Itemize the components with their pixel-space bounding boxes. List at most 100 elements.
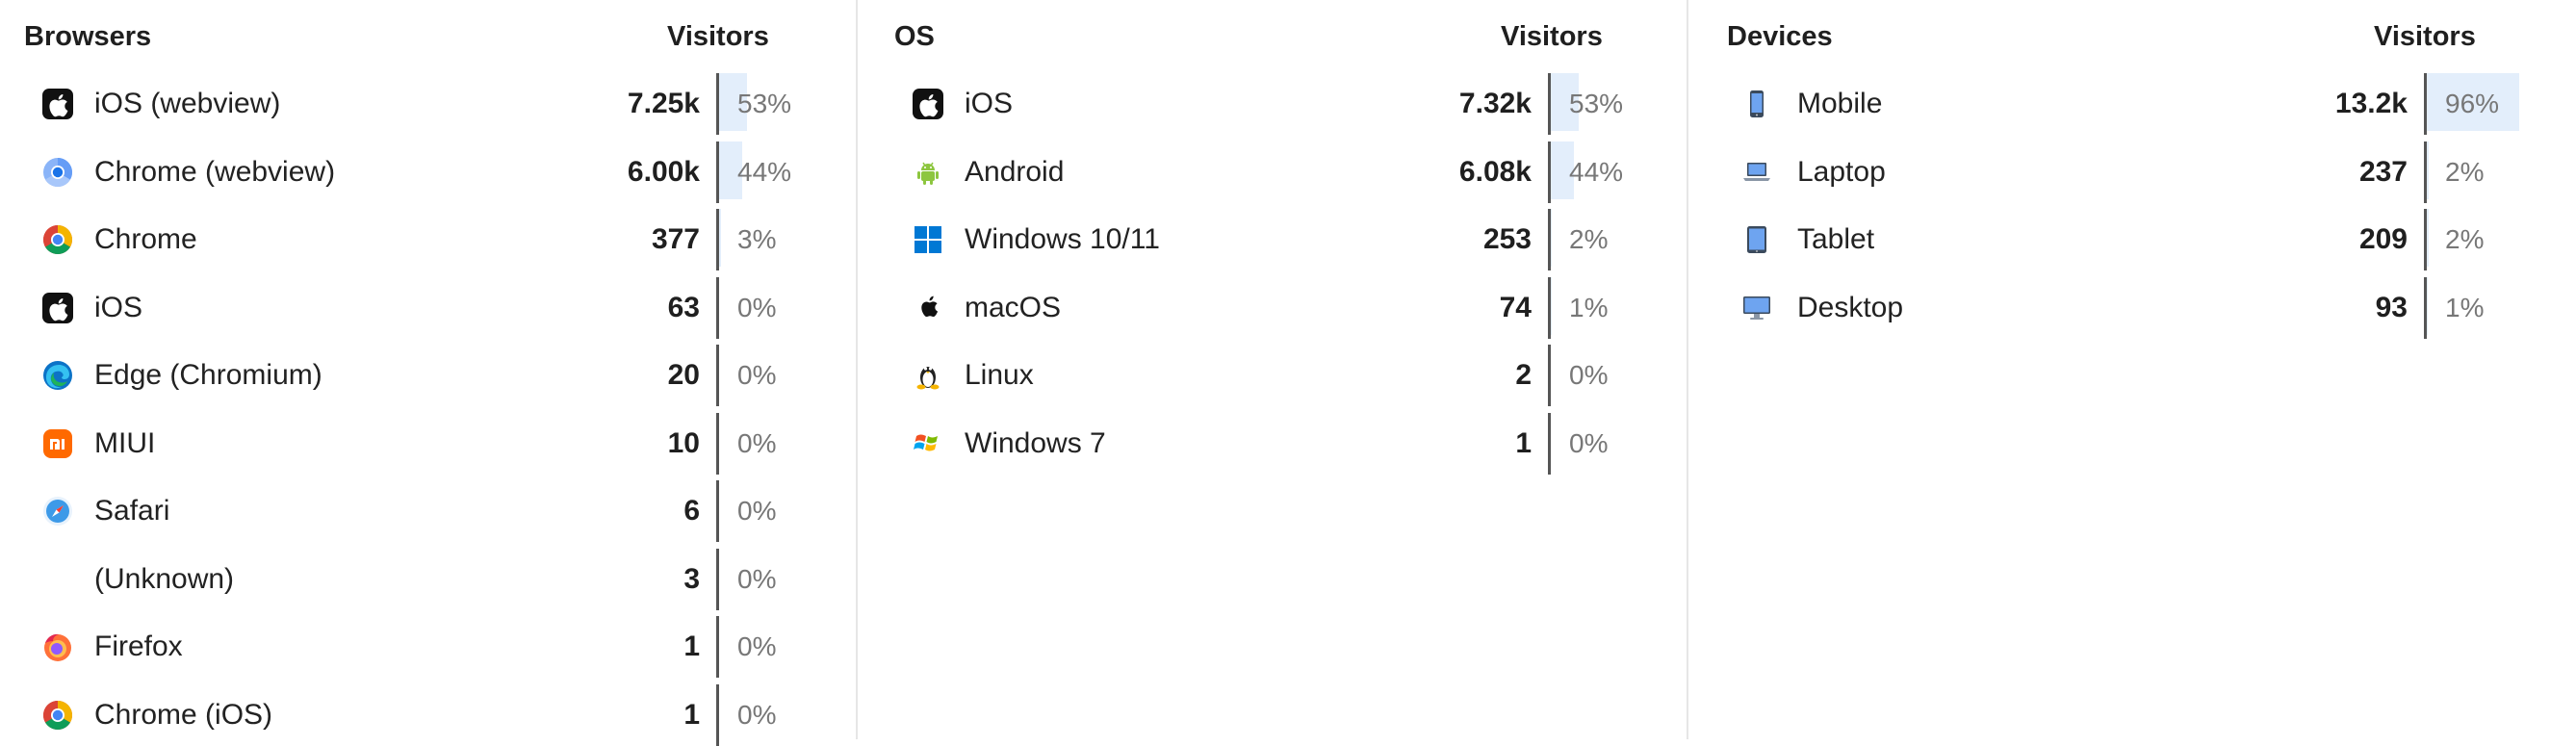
row-miui[interactable]: MIUI 10 0% [0,412,856,475]
row-label[interactable]: Firefox [94,630,183,662]
android-icon [911,155,945,190]
row-label[interactable]: (Unknown) [94,562,235,595]
windows-icon [911,222,945,257]
share-bar-fill [2427,276,2428,335]
row-label[interactable]: Mobile [1797,88,1883,119]
row-tablet[interactable]: Tablet 209 2% [1688,209,2576,270]
visitors-column-header[interactable]: Visitors [2374,21,2476,52]
visitor-percentage: 2% [2445,156,2485,187]
share-bar-divider [716,683,719,746]
visitor-percentage: 53% [1569,89,1624,118]
share-bar-fill [1551,73,1579,131]
share-bar-fill [719,209,721,267]
visitor-percentage: 0% [737,292,777,322]
row-label[interactable]: iOS (webview) [94,88,281,119]
panel-title: Devices [1727,21,1833,52]
visitor-count: 13.2k [2334,88,2408,119]
row-label[interactable]: Linux [965,359,1034,391]
miui-icon [40,426,75,461]
row-chrome[interactable]: Chrome 377 3% [0,209,856,270]
row-edge-chromium[interactable]: Edge (Chromium) 20 0% [0,345,856,406]
row-linux[interactable]: Linux 2 0% [858,345,1687,406]
visitor-count: 209 [2358,223,2408,255]
share-bar-divider [2424,209,2427,270]
visitor-count: 6.08k [1458,155,1532,188]
row-label[interactable]: Safari [94,495,170,527]
apple-icon [40,291,75,325]
visitor-count: 93 [2375,291,2408,323]
chrome-icon [40,222,75,257]
row-safari[interactable]: Safari 6 0% [0,480,856,542]
os-panel: OS Visitors iOS 7.32k 53% Android 6.08k 44% Wi… [856,0,1687,739]
share-bar-divider [716,480,719,542]
row-chrome-ios[interactable]: Chrome (iOS) 1 0% [0,683,856,746]
share-bar-divider [716,345,719,406]
row-firefox[interactable]: Firefox 1 0% [0,616,856,678]
row-macos[interactable]: macOS 74 1% [858,276,1687,339]
row-label[interactable]: macOS [965,291,1062,323]
visitor-percentage: 44% [737,156,792,187]
visitor-count: 63 [667,291,700,323]
share-bar-fill [719,141,742,199]
laptop-icon [1739,155,1774,190]
row-label[interactable]: iOS [965,88,1014,119]
share-bar-divider [716,616,719,678]
share-bar-fill [2427,209,2429,267]
share-bar-fill [1551,276,1552,335]
visitor-count: 1 [1515,426,1532,459]
visitors-column-header[interactable]: Visitors [667,21,769,52]
share-bar-divider [716,276,719,339]
share-bar-divider [1548,209,1551,270]
row-laptop[interactable]: Laptop 237 2% [1688,141,2576,203]
row-label[interactable]: Laptop [1797,155,1886,188]
share-bar-divider [716,141,719,203]
visitor-count: 10 [667,426,700,459]
row-label[interactable]: Windows 10/11 [965,223,1160,255]
row-label[interactable]: Desktop [1797,291,1904,323]
visitor-count: 7.32k [1458,88,1532,119]
share-bar-fill [2427,141,2429,199]
visitor-percentage: 1% [2445,292,2485,322]
visitor-percentage: 0% [737,699,777,730]
share-bar-divider [1548,141,1551,203]
row-unknown[interactable]: (Unknown) 3 0% [0,548,856,610]
share-bar-divider [716,548,719,610]
row-ios[interactable]: iOS 63 0% [0,276,856,339]
row-label[interactable]: iOS [94,291,143,323]
row-label[interactable]: MIUI [94,426,156,459]
share-bar-divider [1548,412,1551,475]
row-ios-webview[interactable]: iOS (webview) 7.25k 53% [0,73,856,135]
row-desktop[interactable]: Desktop 93 1% [1688,276,2576,339]
visitor-percentage: 0% [1569,360,1609,390]
row-mobile[interactable]: Mobile 13.2k 96% [1688,73,2576,135]
share-bar-fill [1551,141,1574,199]
visitors-column-header[interactable]: Visitors [1501,21,1603,52]
row-label[interactable]: Chrome (webview) [94,155,336,188]
row-label[interactable]: Chrome (iOS) [94,698,273,731]
row-label[interactable]: Windows 7 [965,426,1106,459]
row-label[interactable]: Tablet [1797,223,1875,255]
row-label[interactable]: Android [965,155,1065,188]
visitor-count: 6 [683,495,700,527]
share-bar-divider [2424,141,2427,203]
share-bar-fill [1551,209,1552,267]
row-chrome-webview[interactable]: Chrome (webview) 6.00k 44% [0,141,856,203]
row-android[interactable]: Android 6.08k 44% [858,141,1687,203]
visitor-count: 377 [651,223,700,255]
edge-icon [40,358,75,393]
row-windows-7[interactable]: Windows 7 1 0% [858,412,1687,475]
linux-icon [911,358,945,393]
visitor-percentage: 0% [737,563,777,594]
safari-icon [40,494,75,528]
visitor-percentage: 53% [737,89,792,118]
row-windows-10-11[interactable]: Windows 10/11 253 2% [858,209,1687,270]
row-label[interactable]: Edge (Chromium) [94,359,322,391]
row-ios[interactable]: iOS 7.32k 53% [858,73,1687,135]
apple-icon [911,87,945,121]
no-icon [40,562,75,597]
visitor-count: 7.25k [627,88,700,119]
row-label[interactable]: Chrome [94,223,197,255]
visitor-count: 6.00k [627,155,700,188]
visitor-percentage: 0% [737,631,777,661]
visitor-count: 74 [1499,291,1532,323]
